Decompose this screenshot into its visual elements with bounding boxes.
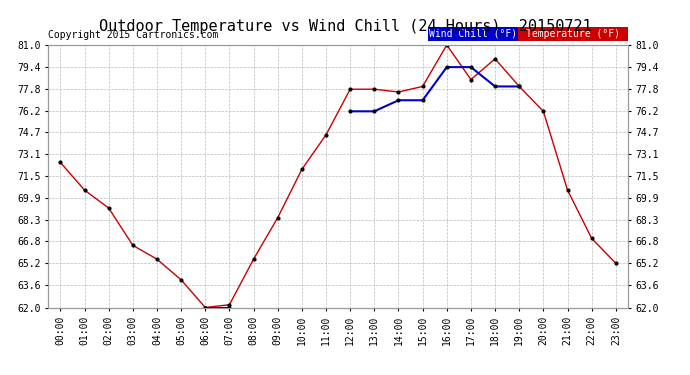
Bar: [428, 27, 518, 41]
Text: Copyright 2015 Cartronics.com: Copyright 2015 Cartronics.com: [48, 30, 219, 40]
Text: Wind Chill (°F): Wind Chill (°F): [428, 29, 517, 39]
Bar: [518, 27, 628, 41]
Text: Outdoor Temperature vs Wind Chill (24 Hours)  20150721: Outdoor Temperature vs Wind Chill (24 Ho…: [99, 19, 591, 34]
Text: Temperature (°F): Temperature (°F): [526, 29, 620, 39]
